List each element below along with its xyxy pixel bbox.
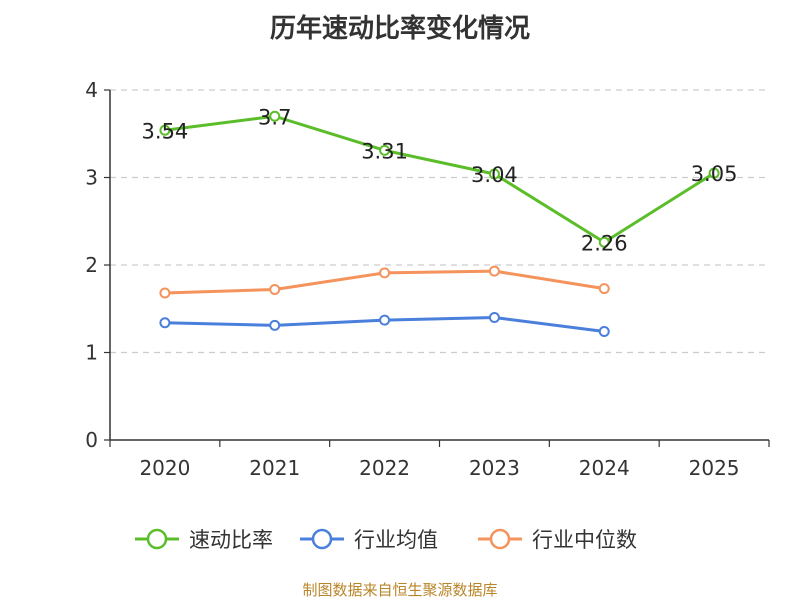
data-label: 3.7 <box>258 105 291 129</box>
data-point <box>488 265 500 277</box>
legend-item-2[interactable]: 行业中位数 <box>478 528 637 552</box>
y-tick-label: 1 <box>85 341 98 365</box>
legend-item-0[interactable]: 速动比率 <box>135 528 273 552</box>
source-note: 制图数据来自恒生聚源数据库 <box>302 581 498 599</box>
data-label: 3.31 <box>361 139 408 163</box>
x-tick-label: 2021 <box>249 456 300 480</box>
x-tick-label: 2022 <box>359 456 410 480</box>
legend-label: 速动比率 <box>189 528 273 552</box>
data-point <box>269 319 281 331</box>
legend-marker <box>311 528 333 550</box>
data-point <box>598 326 610 337</box>
y-tick-label: 2 <box>85 253 98 277</box>
x-tick-label: 2024 <box>579 456 630 480</box>
y-tick-label: 0 <box>85 428 98 452</box>
data-labels: 3.54 3.7 3.31 3.04 2.26 3.05 <box>142 105 738 255</box>
legend-marker <box>489 528 511 550</box>
x-tick-label: 2020 <box>139 456 190 480</box>
data-point <box>488 312 500 323</box>
data-point <box>269 284 281 295</box>
series-lines <box>159 110 720 337</box>
data-label: 2.26 <box>581 231 628 255</box>
data-point <box>379 267 391 279</box>
y-tick-label: 3 <box>85 166 98 190</box>
data-point <box>598 283 610 295</box>
data-label: 3.04 <box>471 163 518 187</box>
data-point <box>159 124 171 136</box>
data-label: 3.54 <box>142 119 189 143</box>
data-point <box>488 168 500 180</box>
legend-label: 行业均值 <box>354 528 438 552</box>
data-point <box>708 167 720 179</box>
data-point <box>379 314 391 326</box>
data-point <box>598 236 610 248</box>
x-tick-label: 2025 <box>689 456 740 480</box>
legend-marker <box>146 528 168 550</box>
y-tick-label: 4 <box>85 78 98 102</box>
chart-title: 历年速动比率变化情况 <box>269 14 530 44</box>
legend-label: 行业中位数 <box>532 528 637 552</box>
grid-lines <box>110 89 769 354</box>
axes: 0 1 2 3 4 2020 2021 2022 2023 2024 2025 <box>85 78 770 480</box>
data-point <box>159 287 171 299</box>
data-point <box>379 144 391 156</box>
legend[interactable]: 速动比率 行业均值 行业中位数 <box>135 528 637 552</box>
data-label: 3.05 <box>691 162 738 186</box>
legend-item-1[interactable]: 行业均值 <box>300 528 438 552</box>
data-point <box>269 110 281 122</box>
series-line-0 <box>164 114 715 244</box>
x-tick-label: 2023 <box>469 456 520 480</box>
data-point <box>159 317 171 329</box>
